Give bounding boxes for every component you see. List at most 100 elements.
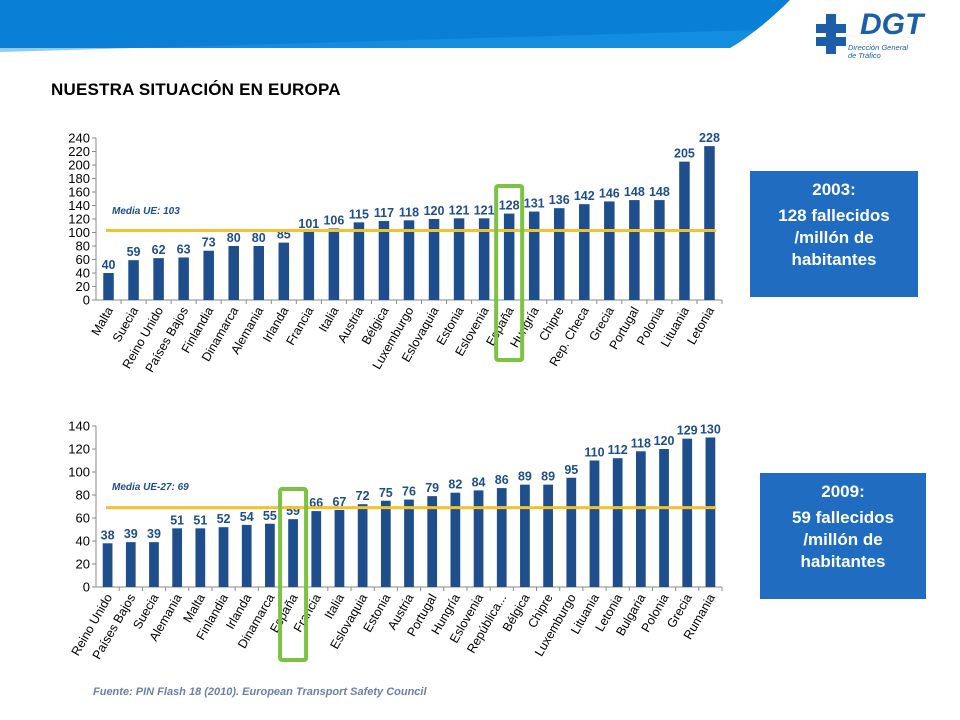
info-box-2003: 2003: 128 fallecidos /millón de habitant… bbox=[750, 171, 918, 297]
y-tick-label: 120 bbox=[68, 442, 90, 457]
bar bbox=[103, 273, 114, 300]
mean-label: Media UE-27: 69 bbox=[112, 482, 189, 493]
info-box-year: 2009: bbox=[821, 482, 865, 501]
bar bbox=[328, 228, 340, 300]
bar bbox=[278, 242, 290, 300]
info-box-year: 2003: bbox=[812, 180, 856, 199]
highlight-frame bbox=[278, 487, 309, 662]
bar bbox=[172, 528, 183, 587]
bar bbox=[496, 488, 507, 587]
bar-value-label: 54 bbox=[240, 510, 254, 524]
bar bbox=[705, 437, 716, 587]
y-tick-label: 40 bbox=[76, 266, 90, 281]
logo-text: DGT bbox=[860, 8, 924, 41]
bar bbox=[682, 438, 693, 587]
info-box-2009: 2009: 59 fallecidos /millón de habitante… bbox=[760, 473, 926, 599]
bar bbox=[357, 504, 368, 587]
bar bbox=[543, 484, 553, 587]
y-tick-label: 220 bbox=[68, 144, 90, 159]
bar-value-label: 146 bbox=[599, 186, 620, 200]
y-tick-label: 180 bbox=[68, 171, 90, 186]
info-box-text: 128 fallecidos /millón de habitantes bbox=[778, 206, 890, 269]
y-tick-label: 0 bbox=[83, 293, 90, 308]
bar bbox=[241, 524, 252, 587]
bar-value-label: 121 bbox=[449, 203, 470, 217]
bar-value-label: 59 bbox=[127, 245, 141, 259]
mean-label: Media UE: 103 bbox=[112, 206, 180, 217]
y-tick-label: 200 bbox=[68, 158, 90, 173]
bar-value-label: 148 bbox=[624, 185, 645, 199]
bar bbox=[228, 246, 239, 300]
bar bbox=[704, 146, 715, 300]
bar bbox=[203, 250, 214, 300]
bar-value-label: 129 bbox=[677, 424, 698, 438]
bar-value-label: 205 bbox=[674, 147, 695, 161]
bar bbox=[553, 208, 565, 300]
bar-value-label: 72 bbox=[356, 489, 370, 503]
bar bbox=[503, 213, 515, 300]
y-tick-label: 240 bbox=[68, 131, 90, 146]
bar bbox=[403, 220, 415, 300]
bar bbox=[178, 257, 189, 300]
bar bbox=[589, 460, 600, 587]
bar bbox=[659, 449, 669, 587]
bar-value-label: 118 bbox=[631, 436, 651, 450]
bar-value-label: 131 bbox=[524, 197, 545, 211]
bar-value-label: 101 bbox=[298, 217, 319, 231]
bar bbox=[404, 499, 414, 587]
bar-value-label: 75 bbox=[379, 486, 393, 500]
bar-value-label: 118 bbox=[399, 205, 419, 219]
bar-value-label: 112 bbox=[608, 443, 628, 457]
y-tick-label: 20 bbox=[76, 279, 90, 294]
bar-value-label: 62 bbox=[152, 243, 166, 257]
bar-value-label: 40 bbox=[102, 258, 116, 272]
bar-value-label: 51 bbox=[170, 513, 184, 527]
y-tick-label: 140 bbox=[68, 198, 90, 213]
bar bbox=[473, 490, 484, 587]
bar-value-label: 39 bbox=[124, 527, 138, 541]
bar bbox=[604, 201, 615, 300]
bar bbox=[353, 222, 365, 300]
y-tick-label: 60 bbox=[76, 511, 90, 526]
bar-value-label: 95 bbox=[564, 463, 578, 477]
bar-value-label: 110 bbox=[584, 446, 604, 460]
bar bbox=[528, 211, 540, 300]
bar-value-label: 79 bbox=[425, 481, 439, 495]
bar-value-label: 130 bbox=[700, 423, 721, 437]
y-tick-label: 20 bbox=[76, 557, 90, 572]
bar bbox=[149, 542, 159, 587]
bar-value-label: 128 bbox=[499, 199, 520, 213]
bar-value-label: 63 bbox=[177, 242, 191, 256]
bar-value-label: 67 bbox=[332, 495, 346, 509]
bar-value-label: 73 bbox=[202, 236, 216, 250]
bar bbox=[450, 492, 461, 587]
bar bbox=[265, 523, 275, 587]
bar-value-label: 52 bbox=[217, 512, 231, 526]
bar-value-label: 228 bbox=[699, 131, 720, 145]
page-title: NUESTRA SITUACIÓN EN EUROPA bbox=[51, 80, 341, 99]
bar-value-label: 51 bbox=[193, 513, 207, 527]
bar-value-label: 38 bbox=[101, 528, 115, 542]
bar-value-label: 106 bbox=[323, 213, 344, 227]
bar bbox=[125, 542, 136, 587]
bar-value-label: 76 bbox=[402, 485, 416, 499]
bar-value-label: 89 bbox=[518, 470, 532, 484]
header-band bbox=[0, 0, 790, 52]
bar bbox=[654, 200, 665, 300]
source-note: Fuente: PIN Flash 18 (2010). European Tr… bbox=[93, 686, 427, 698]
bar bbox=[478, 218, 490, 300]
bar-value-label: 117 bbox=[374, 206, 394, 220]
y-tick-label: 100 bbox=[68, 465, 90, 480]
bar-value-label: 120 bbox=[424, 204, 445, 218]
bar-value-label: 136 bbox=[549, 193, 570, 207]
highlight-frame bbox=[494, 184, 525, 362]
bar bbox=[380, 500, 391, 587]
bar-value-label: 120 bbox=[654, 434, 675, 448]
bar-value-label: 86 bbox=[495, 473, 509, 487]
bar-value-label: 121 bbox=[474, 203, 495, 217]
info-box-text: 59 fallecidos /millón de habitantes bbox=[791, 508, 895, 571]
bar bbox=[311, 511, 322, 587]
y-tick-label: 0 bbox=[83, 580, 90, 595]
bar-value-label: 80 bbox=[252, 231, 266, 245]
y-tick-label: 140 bbox=[68, 419, 90, 434]
